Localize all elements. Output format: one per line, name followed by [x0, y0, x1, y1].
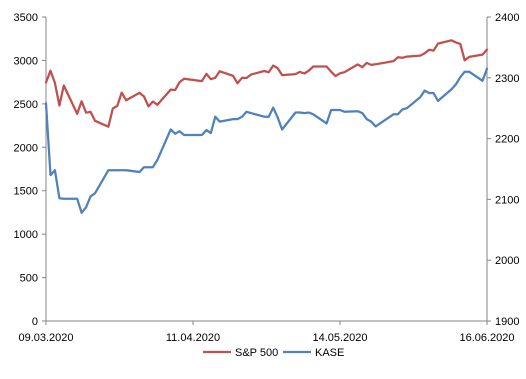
y-tick-label-right: 2100: [495, 194, 519, 206]
y-tick-label-right: 2000: [495, 255, 519, 267]
axes: 0 500 1000 1500 2000 2500 3000 3500 1900 2000 2100…: [14, 12, 520, 344]
y-tick-label-left: 3000: [14, 55, 38, 67]
y-tick-label-left: 2500: [14, 99, 38, 111]
y-tick-label-right: 2300: [495, 73, 519, 85]
y-tick-label-left: 1500: [14, 186, 38, 198]
series-group: [44, 39, 489, 214]
y-tick-label-left: 500: [20, 273, 38, 285]
x-tick-label: 09.03.2020: [18, 332, 73, 344]
x-tick-label: 14.05.2020: [312, 332, 367, 344]
legend-label-kase: KASE: [315, 347, 344, 359]
x-tick-label: 11.04.2020: [166, 332, 220, 344]
y-tick-label-left: 2000: [14, 142, 38, 154]
y-tick-label-right: 2200: [495, 134, 519, 146]
x-tick-label: 16.06.2020: [459, 332, 514, 344]
y-tick-label-right: 1900: [495, 316, 519, 328]
legend-label-s-p-500: S&P 500: [235, 347, 278, 359]
series-line-s-p-500: [44, 39, 489, 128]
y-tick-label-left: 3500: [14, 12, 38, 24]
y-tick-label-left: 0: [32, 316, 38, 328]
legend: S&P 500 KASE: [203, 347, 344, 359]
y-tick-label-left: 1000: [14, 229, 38, 241]
y-tick-label-right: 2400: [495, 12, 519, 24]
series-line-kase: [44, 67, 489, 214]
